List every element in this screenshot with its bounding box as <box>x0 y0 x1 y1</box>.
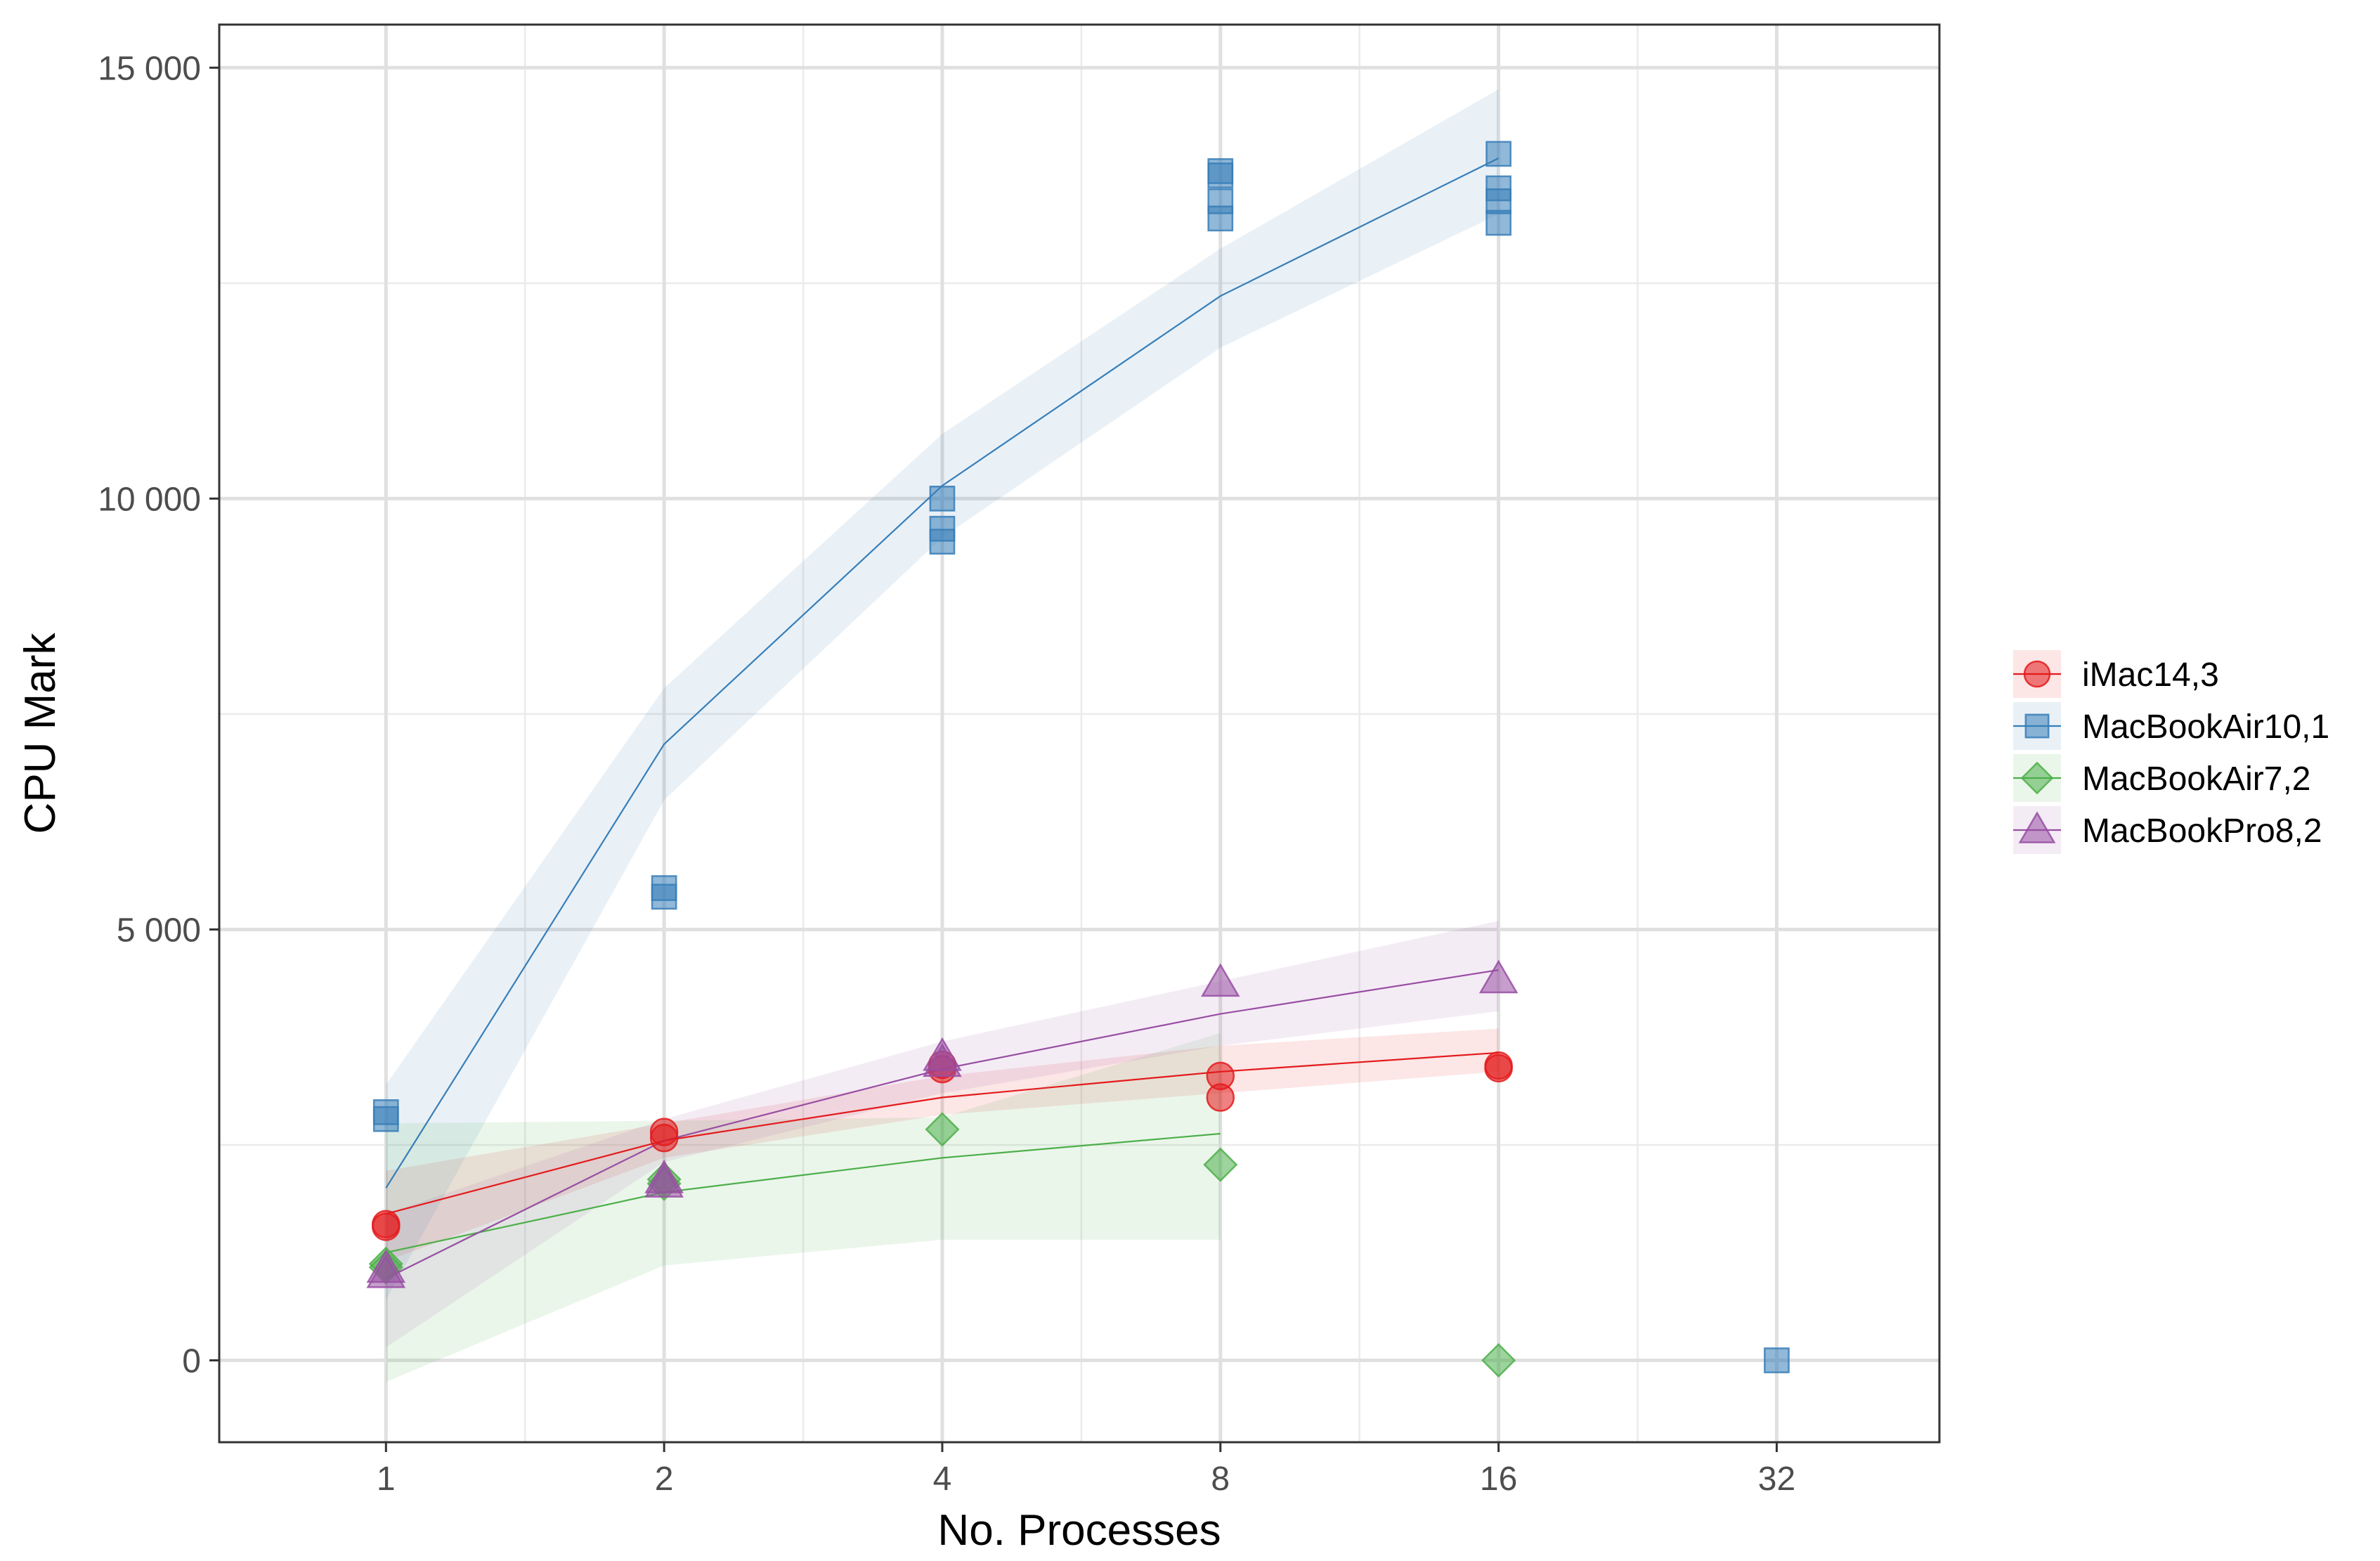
data-point <box>1207 188 1234 214</box>
confidence-band <box>386 1032 1221 1382</box>
data-point <box>923 1037 962 1071</box>
data-points <box>366 141 1790 1378</box>
x-tick-label: 4 <box>933 1460 952 1498</box>
x-tick-label: 32 <box>1758 1460 1795 1498</box>
data-point <box>929 486 956 512</box>
data-point <box>1484 1051 1513 1080</box>
data-point <box>1200 963 1240 997</box>
legend-key-marker <box>2020 761 2054 795</box>
x-axis-label: No. Processes <box>937 1506 1221 1555</box>
legend-key-marker <box>2018 811 2056 843</box>
legend-item: iMac14,3 <box>2013 650 2219 698</box>
y-tick-label: 10 000 <box>98 481 201 518</box>
data-point <box>372 1210 401 1239</box>
data-point <box>1203 1147 1238 1182</box>
legend-label: iMac14,3 <box>2082 656 2219 694</box>
x-tick-label: 2 <box>655 1460 674 1498</box>
minor-gridlines <box>219 25 1939 1442</box>
confidence-band <box>386 89 1499 1300</box>
plot-border <box>218 23 1941 1444</box>
data-point <box>1206 1061 1235 1091</box>
legend-label: MacBookPro8,2 <box>2082 812 2322 850</box>
y-tick-label: 5 000 <box>117 912 201 949</box>
data-point <box>1485 141 1511 167</box>
legend-label: MacBookAir10,1 <box>2082 708 2329 746</box>
x-tick-label: 1 <box>377 1460 396 1498</box>
y-tick-label: 15 000 <box>98 50 201 87</box>
legend-item: MacBookPro8,2 <box>2013 806 2322 854</box>
data-point <box>925 1112 960 1147</box>
y-tick-label: 0 <box>182 1343 201 1380</box>
legend-item: MacBookAir10,1 <box>2013 702 2329 750</box>
data-point <box>1478 959 1519 994</box>
legend-key-marker <box>2024 713 2050 739</box>
data-point <box>1207 158 1234 184</box>
data-point <box>1764 1347 1790 1373</box>
legend-item: MacBookAir7,2 <box>2013 754 2310 802</box>
y-axis-label: CPU Mark <box>16 633 65 834</box>
fit-line <box>386 1051 1499 1215</box>
legend-key-marker <box>2023 660 2051 688</box>
fit-line <box>385 157 1500 1188</box>
data-point <box>1481 1342 1516 1378</box>
y-axis: 0 5 000 10 000 15 000 <box>98 50 219 1380</box>
data-point <box>372 1099 399 1125</box>
x-axis: 1 2 4 8 16 32 <box>377 1442 1795 1498</box>
fit-line <box>386 1132 1221 1254</box>
data-point <box>649 1118 679 1146</box>
data-point <box>1485 209 1511 236</box>
data-point <box>644 1159 684 1193</box>
legend: iMac14,3 MacBookAir10,1 MacBookAir7,2 MacBo… <box>2013 650 2329 854</box>
plot-panel <box>219 25 1939 1442</box>
major-gridlines <box>219 25 1939 1442</box>
x-tick-label: 16 <box>1480 1460 1517 1498</box>
data-point <box>1485 175 1511 202</box>
x-tick-label: 8 <box>1211 1460 1230 1498</box>
data-point <box>366 1249 406 1283</box>
data-point <box>651 875 677 901</box>
confidence-band <box>386 921 1499 1348</box>
legend-label: MacBookAir7,2 <box>2082 760 2310 798</box>
data-point <box>929 515 956 542</box>
